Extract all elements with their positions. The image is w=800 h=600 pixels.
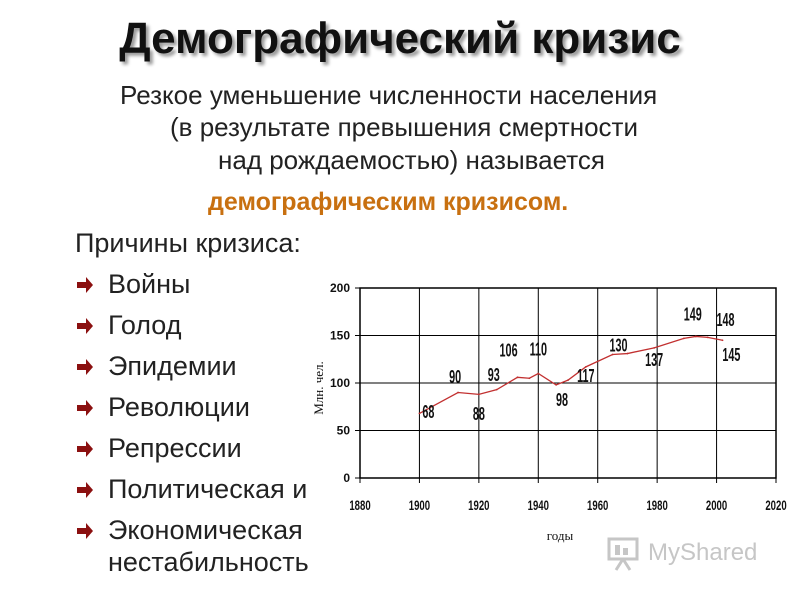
- data-label: 88: [473, 404, 485, 425]
- data-point: [682, 337, 685, 340]
- x-tick-label: 2020: [765, 497, 787, 513]
- y-tick-label: 150: [330, 329, 350, 343]
- data-point: [528, 377, 531, 380]
- y-tick-label: 200: [330, 281, 350, 295]
- cause-label: Голод: [108, 310, 182, 340]
- causes-heading: Причины кризиса:: [75, 228, 301, 258]
- definition-line-1: Резкое уменьшение численности населения: [120, 80, 658, 110]
- y-tick-label: 50: [337, 424, 351, 438]
- data-point: [626, 352, 629, 355]
- data-point: [537, 372, 540, 375]
- y-tick-label: 100: [330, 376, 350, 390]
- x-axis-label: годы: [547, 528, 574, 543]
- cause-item: Политическая и: [74, 473, 338, 514]
- arrow-bullet-icon: [77, 359, 93, 375]
- data-label: 110: [530, 340, 547, 361]
- logo-text: MyShared: [648, 539, 758, 566]
- arrow-bullet-icon: [77, 277, 93, 293]
- x-tick-label: 1980: [646, 497, 668, 513]
- term-highlight: демографическим кризисом.: [208, 188, 569, 216]
- x-tick-label: 1920: [468, 497, 490, 513]
- data-label: 137: [645, 350, 663, 371]
- arrow-bullet-icon: [77, 441, 93, 457]
- data-point: [555, 384, 558, 386]
- data-point: [516, 376, 519, 379]
- data-label: 117: [577, 366, 594, 387]
- myshared-logo: MyShared: [604, 534, 774, 574]
- cause-label: Войны: [108, 269, 191, 299]
- x-tick-label: 2000: [706, 497, 728, 513]
- data-label: 106: [500, 340, 518, 361]
- data-point: [611, 353, 614, 356]
- data-point: [477, 393, 480, 396]
- data-label: 149: [684, 304, 702, 325]
- cause-item: Голод: [74, 309, 338, 350]
- data-point: [457, 391, 459, 394]
- data-point: [495, 388, 498, 391]
- population-chart: 1880 1900 1920 1940 1960 1980 2000 2020 0 50 100 15…: [311, 281, 787, 543]
- y-tick-label: 0: [343, 471, 350, 485]
- arrow-bullet-icon: [77, 523, 93, 539]
- x-tick-label: 1900: [409, 497, 431, 513]
- data-point: [706, 336, 709, 339]
- arrow-bullet-icon: [77, 400, 93, 416]
- cause-item: Эпидемии: [74, 350, 338, 391]
- definition-line-2: (в результате превышения смертности: [170, 112, 638, 142]
- data-label: 68: [422, 402, 434, 423]
- definition-line-3: над рождаемостью) называется: [218, 145, 605, 175]
- data-point: [694, 335, 697, 338]
- slide-title: Демографический кризис: [119, 14, 681, 63]
- data-point: [653, 346, 656, 349]
- cause-label: Репрессии: [108, 433, 242, 463]
- cause-item: Репрессии: [74, 432, 338, 473]
- x-tick-label: 1960: [587, 497, 609, 513]
- cause-item: Революции: [74, 391, 338, 432]
- presentation-board-icon: [607, 537, 639, 571]
- data-point: [567, 379, 569, 382]
- data-label: 90: [449, 367, 461, 388]
- data-label: 148: [716, 310, 734, 331]
- data-label: 130: [610, 336, 628, 357]
- arrow-bullet-icon: [77, 482, 93, 498]
- x-tick-label: 1880: [349, 497, 371, 513]
- arrow-bullet-icon: [77, 318, 93, 334]
- cause-item: Экономическая нестабильность: [74, 514, 338, 580]
- data-point: [584, 365, 587, 368]
- data-point: [721, 339, 724, 342]
- y-axis-label: Млн. чел.: [311, 361, 326, 415]
- x-tick-label: 1940: [528, 497, 550, 513]
- cause-label: Политическая и: [108, 474, 308, 504]
- data-label: 145: [722, 345, 740, 366]
- data-point: [418, 412, 421, 415]
- cause-label: Эпидемии: [108, 351, 237, 381]
- cause-label: Революции: [108, 392, 250, 422]
- cause-item: Войны: [74, 268, 338, 309]
- causes-list: Войны Голод Эпидемии Революции Репрессии…: [74, 268, 338, 580]
- data-label: 93: [488, 365, 500, 386]
- cause-label: Экономическая нестабильность: [108, 515, 309, 577]
- data-label: 98: [556, 390, 568, 411]
